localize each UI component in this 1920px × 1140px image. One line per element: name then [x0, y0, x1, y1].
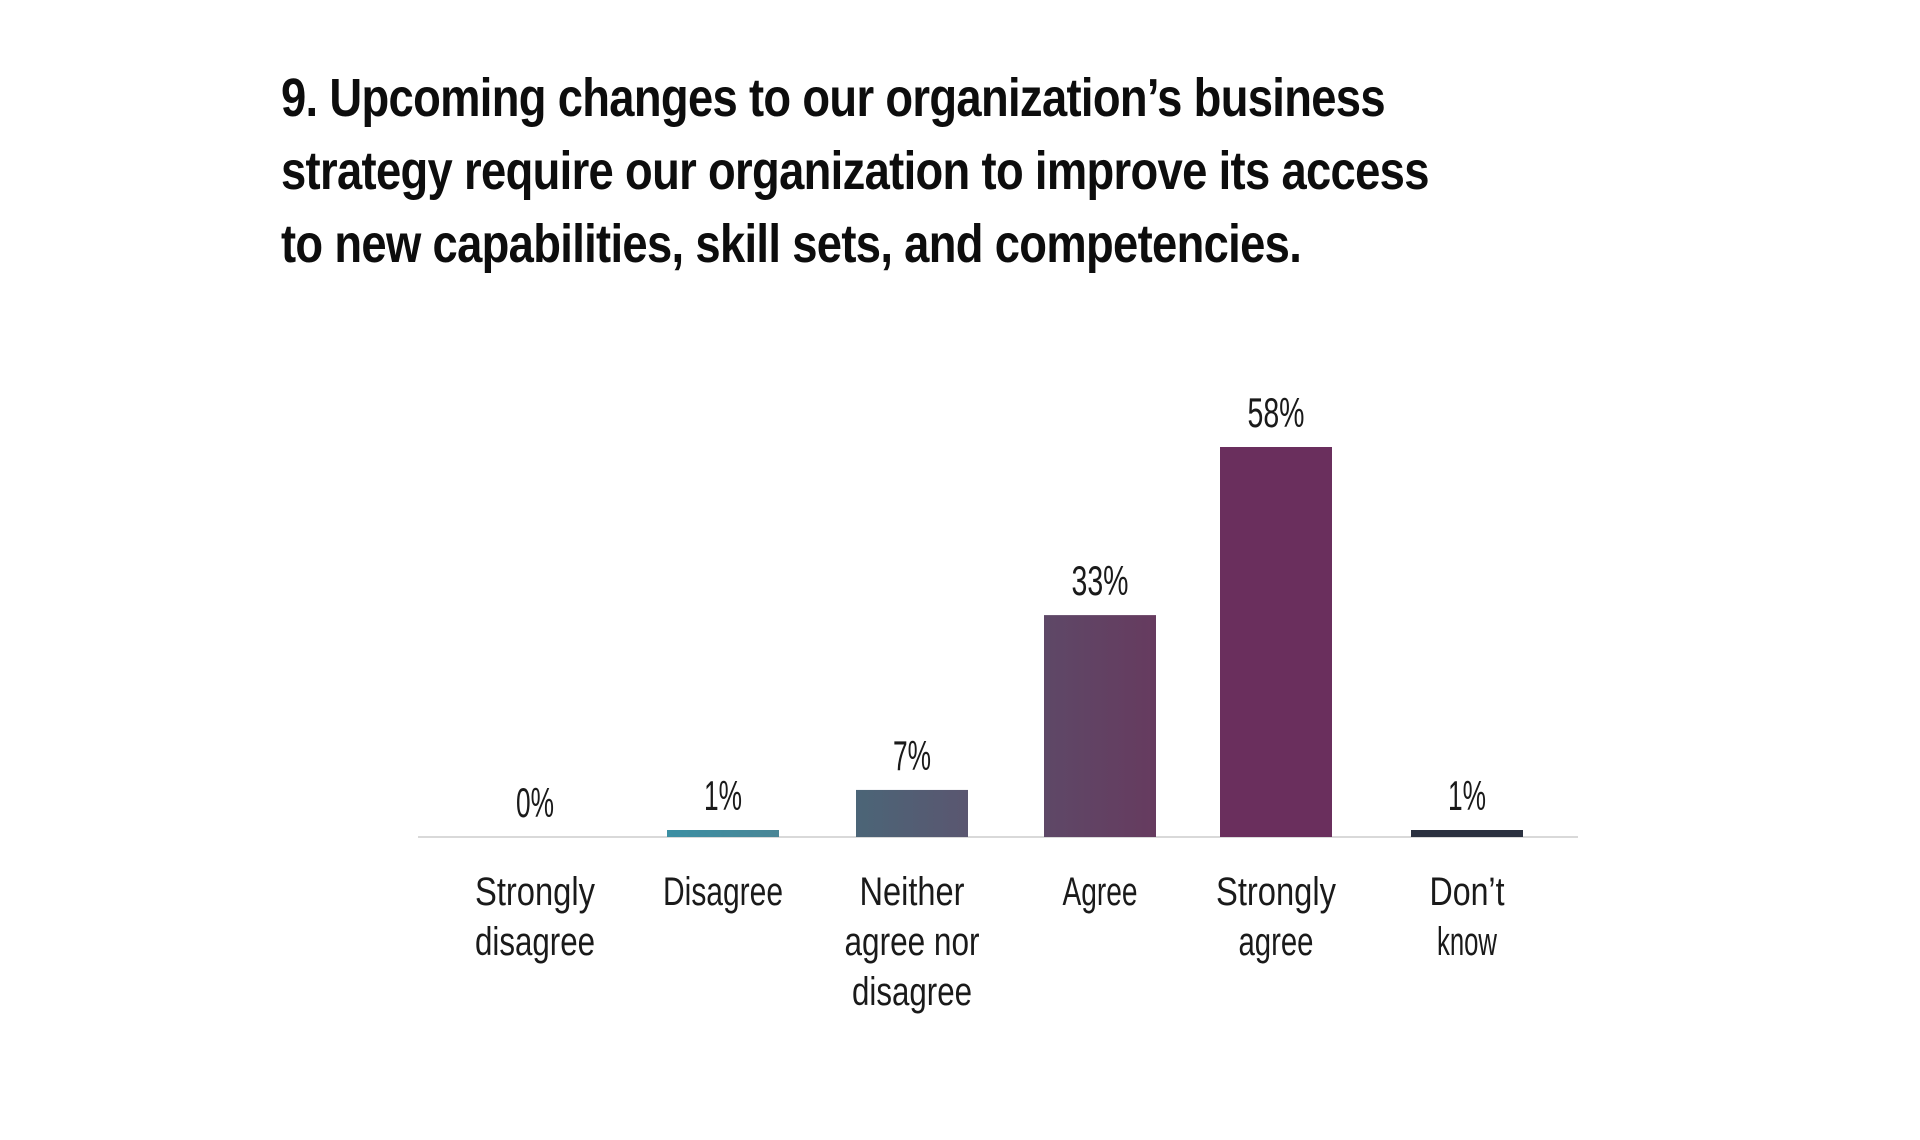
category-labels-group: Strongly disagree Disagree Neither agree nor…: [475, 870, 1505, 1014]
category-label-2-line-0: Neither: [860, 870, 965, 914]
category-label-0: Strongly disagree: [475, 870, 595, 964]
category-label-1-line-0: Disagree: [663, 870, 783, 914]
category-label-4-line-1: agree: [1239, 920, 1314, 964]
value-label-1: 1%: [704, 772, 742, 819]
bar-2: [856, 789, 968, 837]
chart-title: 9. Upcoming changes to our organization’…: [281, 68, 1429, 274]
bar-3: [1044, 615, 1156, 837]
category-label-5: Don’t know: [1430, 870, 1505, 964]
category-label-0-line-0: Strongly: [475, 870, 595, 914]
category-label-0-line-1: disagree: [475, 920, 595, 964]
category-label-2-line-1: agree nor: [845, 920, 980, 964]
bars-group: [667, 447, 1523, 837]
category-label-5-line-0: Don’t: [1430, 870, 1505, 914]
bar-4: [1220, 447, 1332, 837]
category-label-4-line-0: Strongly: [1216, 870, 1336, 914]
value-label-5: 1%: [1448, 772, 1486, 819]
value-label-4: 58%: [1248, 389, 1305, 436]
bar-1: [667, 830, 779, 837]
bar-5: [1411, 830, 1523, 837]
category-label-5-line-1: know: [1437, 920, 1497, 964]
category-label-4: Strongly agree: [1216, 870, 1336, 964]
category-label-1: Disagree: [663, 870, 783, 914]
value-labels-group: 0% 1% 7% 33% 58% 1%: [516, 389, 1486, 826]
value-label-3: 33%: [1072, 557, 1129, 604]
value-label-0: 0%: [516, 779, 554, 826]
category-label-2-line-2: disagree: [852, 970, 972, 1014]
value-label-2: 7%: [893, 732, 931, 779]
category-label-3: Agree: [1063, 870, 1138, 914]
category-label-2: Neither agree nor disagree: [845, 870, 980, 1014]
category-label-3-line-0: Agree: [1063, 870, 1138, 914]
